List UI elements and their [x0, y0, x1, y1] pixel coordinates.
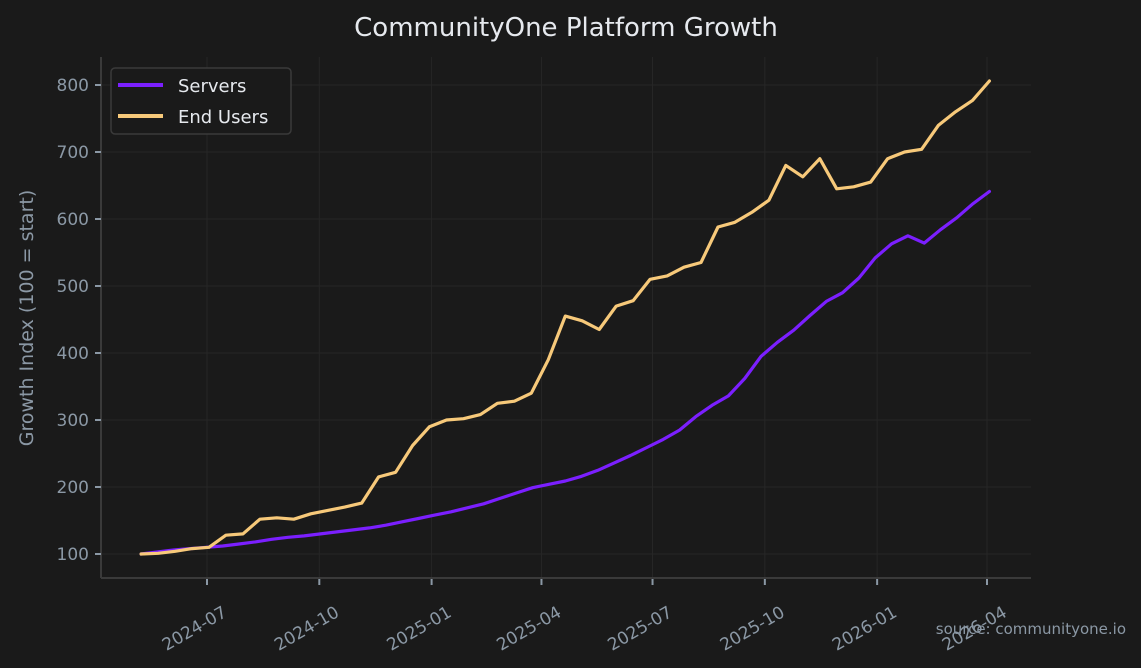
y-tick-label: 400	[57, 344, 89, 364]
y-tick-label: 700	[57, 143, 89, 163]
legend: Servers End Users	[110, 67, 292, 135]
x-tick-label: 2024-10	[271, 603, 343, 656]
x-tick-label: 2026-01	[829, 603, 901, 656]
x-tick-label: 2025-07	[605, 603, 677, 656]
y-tick-label: 100	[57, 545, 89, 565]
legend-label-servers: Servers	[178, 76, 246, 97]
y-axis-label: Growth Index (100 = start)	[16, 190, 38, 447]
y-tick-label: 500	[57, 277, 89, 297]
x-tick-label: 2024-07	[159, 603, 231, 656]
plot-area	[139, 79, 992, 556]
series-line-end-users	[139, 79, 992, 556]
gridlines	[102, 57, 1031, 577]
chart-title: CommunityOne Platform Growth	[354, 13, 778, 43]
y-tick-label: 200	[57, 478, 89, 498]
x-axis-ticks: 2024-07 2024-10 2025-01 2025-04 2025-07 2025-…	[159, 579, 1011, 655]
x-tick-label: 2025-04	[493, 603, 565, 656]
x-tick-label: 2025-10	[717, 603, 789, 656]
y-tick-label: 800	[57, 76, 89, 96]
y-tick-label: 600	[57, 210, 89, 230]
y-axis-ticks: 100 200 300 400 500 600 700 800	[57, 76, 101, 565]
source-annotation: source: communityone.io	[936, 620, 1126, 638]
series-line-servers	[139, 189, 992, 556]
x-tick-label: 2025-01	[384, 603, 456, 656]
y-tick-label: 300	[57, 411, 89, 431]
legend-label-end-users: End Users	[178, 107, 268, 128]
